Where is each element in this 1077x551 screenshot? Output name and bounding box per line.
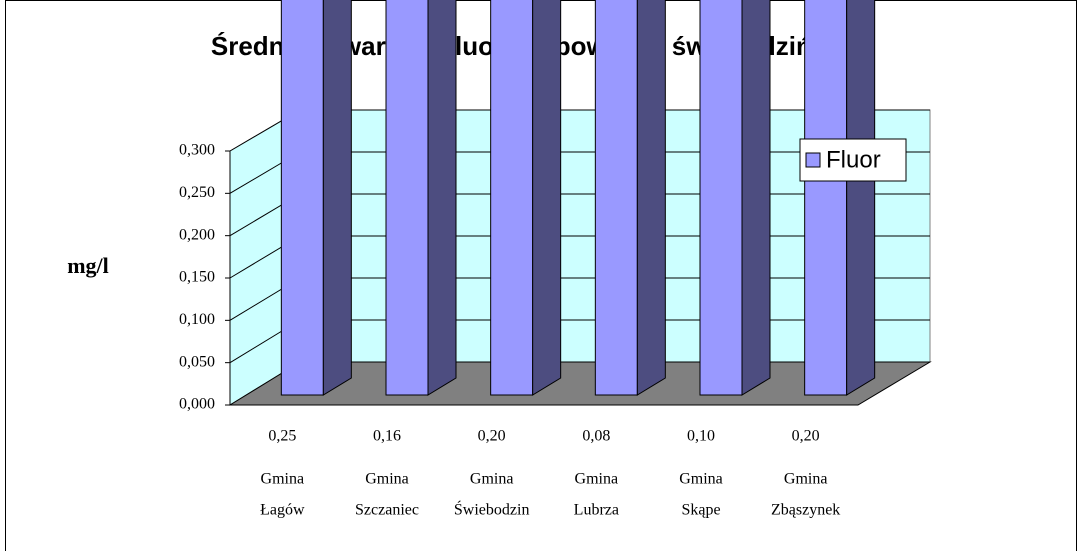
y-tick-label: 0,150	[179, 269, 215, 286]
bar-side	[322, 0, 352, 396]
bar-side	[532, 0, 562, 396]
x-tick-label: Szczaniec	[355, 502, 419, 519]
y-tick-label: 0,250	[179, 184, 215, 201]
legend-label: Fluor	[826, 146, 881, 173]
x-tick-label: Gmina	[679, 471, 723, 488]
bar-front	[594, 0, 638, 396]
bar-side	[427, 0, 457, 396]
bar-side	[846, 0, 876, 396]
x-tick-label: 0,25	[268, 428, 296, 445]
x-tick-label: 0,10	[687, 428, 715, 445]
bar-side	[636, 0, 666, 396]
x-tick-label: 0,08	[582, 428, 610, 445]
y-tick-label: 0,000	[179, 396, 215, 413]
y-tick-label: 0,100	[179, 311, 215, 328]
x-tick-label: Zbąszynek	[771, 502, 840, 519]
x-tick-label: Lubrza	[574, 502, 619, 519]
x-tick-label: Gmina	[784, 471, 828, 488]
x-tick-label: 0,20	[478, 428, 506, 445]
bar-side	[741, 0, 771, 396]
y-tick-label: 0,300	[179, 142, 215, 159]
x-tick-label: Świebodzin	[454, 500, 530, 519]
y-tick-label: 0,050	[179, 353, 215, 370]
bar-front	[699, 0, 743, 396]
y-tick-label: 0,200	[179, 226, 215, 243]
bar-front	[280, 0, 324, 396]
bar-front	[385, 0, 429, 396]
y-axis-label: mg/l	[67, 253, 109, 278]
x-tick-label: Gmina	[261, 471, 305, 488]
x-tick-label: Gmina	[575, 471, 619, 488]
bar-front	[804, 0, 848, 396]
legend-swatch	[805, 152, 821, 168]
x-tick-label: 0,16	[373, 428, 401, 445]
x-tick-label: Skąpe	[681, 502, 720, 519]
bar-front	[490, 0, 534, 396]
x-tick-label: Łagów	[260, 502, 305, 519]
x-tick-label: Gmina	[365, 471, 409, 488]
x-tick-label: Gmina	[470, 471, 514, 488]
x-tick-label: 0,20	[792, 428, 820, 445]
